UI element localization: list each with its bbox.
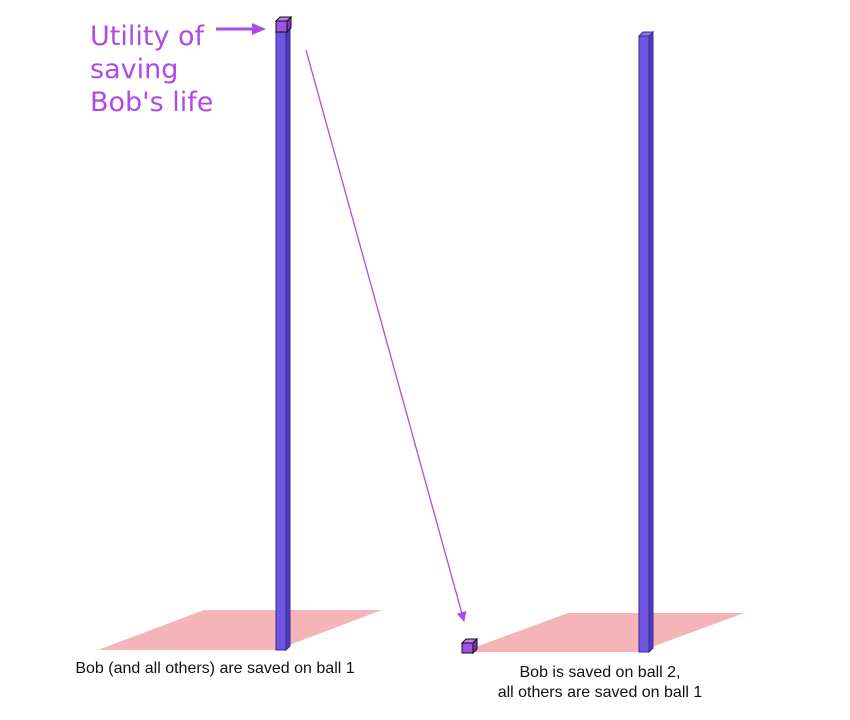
annotation-line: saving: [90, 54, 179, 85]
caption-left: Bob (and all others) are saved on ball 1: [20, 659, 410, 679]
caption-line: all others are saved on ball 1: [497, 684, 703, 701]
bob-utility-cube-left: [274, 15, 293, 34]
pointer-arrow-icon: [216, 23, 266, 35]
annotation-line: Utility of: [90, 21, 205, 52]
annotation-label: Utility of saving Bob's life: [90, 20, 213, 119]
floor-right: [462, 613, 744, 652]
caption-line: Bob is saved on ball 2,: [519, 664, 681, 681]
utility-bar-left: [274, 26, 292, 652]
utility-bar-right: [637, 30, 655, 654]
floor-left: [98, 610, 382, 650]
caption-right: Bob is saved on ball 2, all others are s…: [420, 663, 780, 703]
annotation-line: Bob's life: [90, 87, 214, 118]
caption-line: Bob (and all others) are saved on ball 1: [75, 660, 355, 677]
bob-utility-cube-right: [460, 637, 479, 655]
transfer-arrow: [305, 49, 467, 622]
